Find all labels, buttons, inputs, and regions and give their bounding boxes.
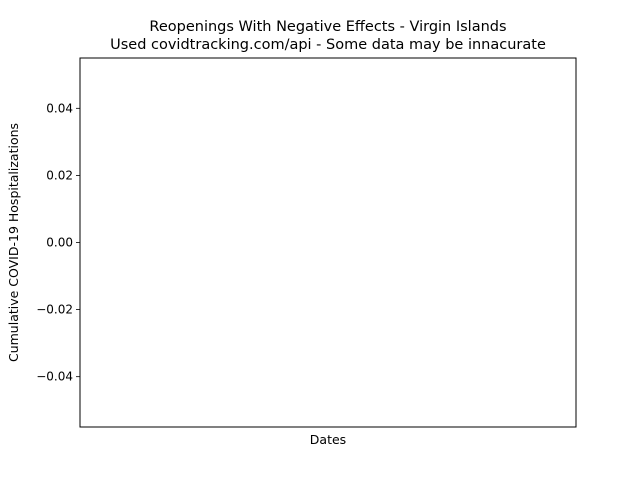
y-tick-label: −0.04 [36, 370, 73, 384]
y-tick-label: 0.04 [46, 101, 73, 115]
y-tick-label: 0.00 [46, 236, 73, 250]
chart-subtitle: Used covidtracking.com/api - Some data m… [110, 37, 546, 53]
y-tick-label: −0.02 [36, 303, 73, 317]
y-axis-label: Cumulative COVID-19 Hospitalizations [6, 123, 21, 362]
plot-area [79, 57, 577, 428]
y-axis-ticks: 0.04 0.02 0.00 −0.02 −0.04 [36, 101, 80, 384]
chart-title: Reopenings With Negative Effects - Virgi… [149, 19, 506, 35]
x-axis-label: Dates [310, 432, 346, 447]
y-tick-label: 0.02 [46, 168, 73, 182]
